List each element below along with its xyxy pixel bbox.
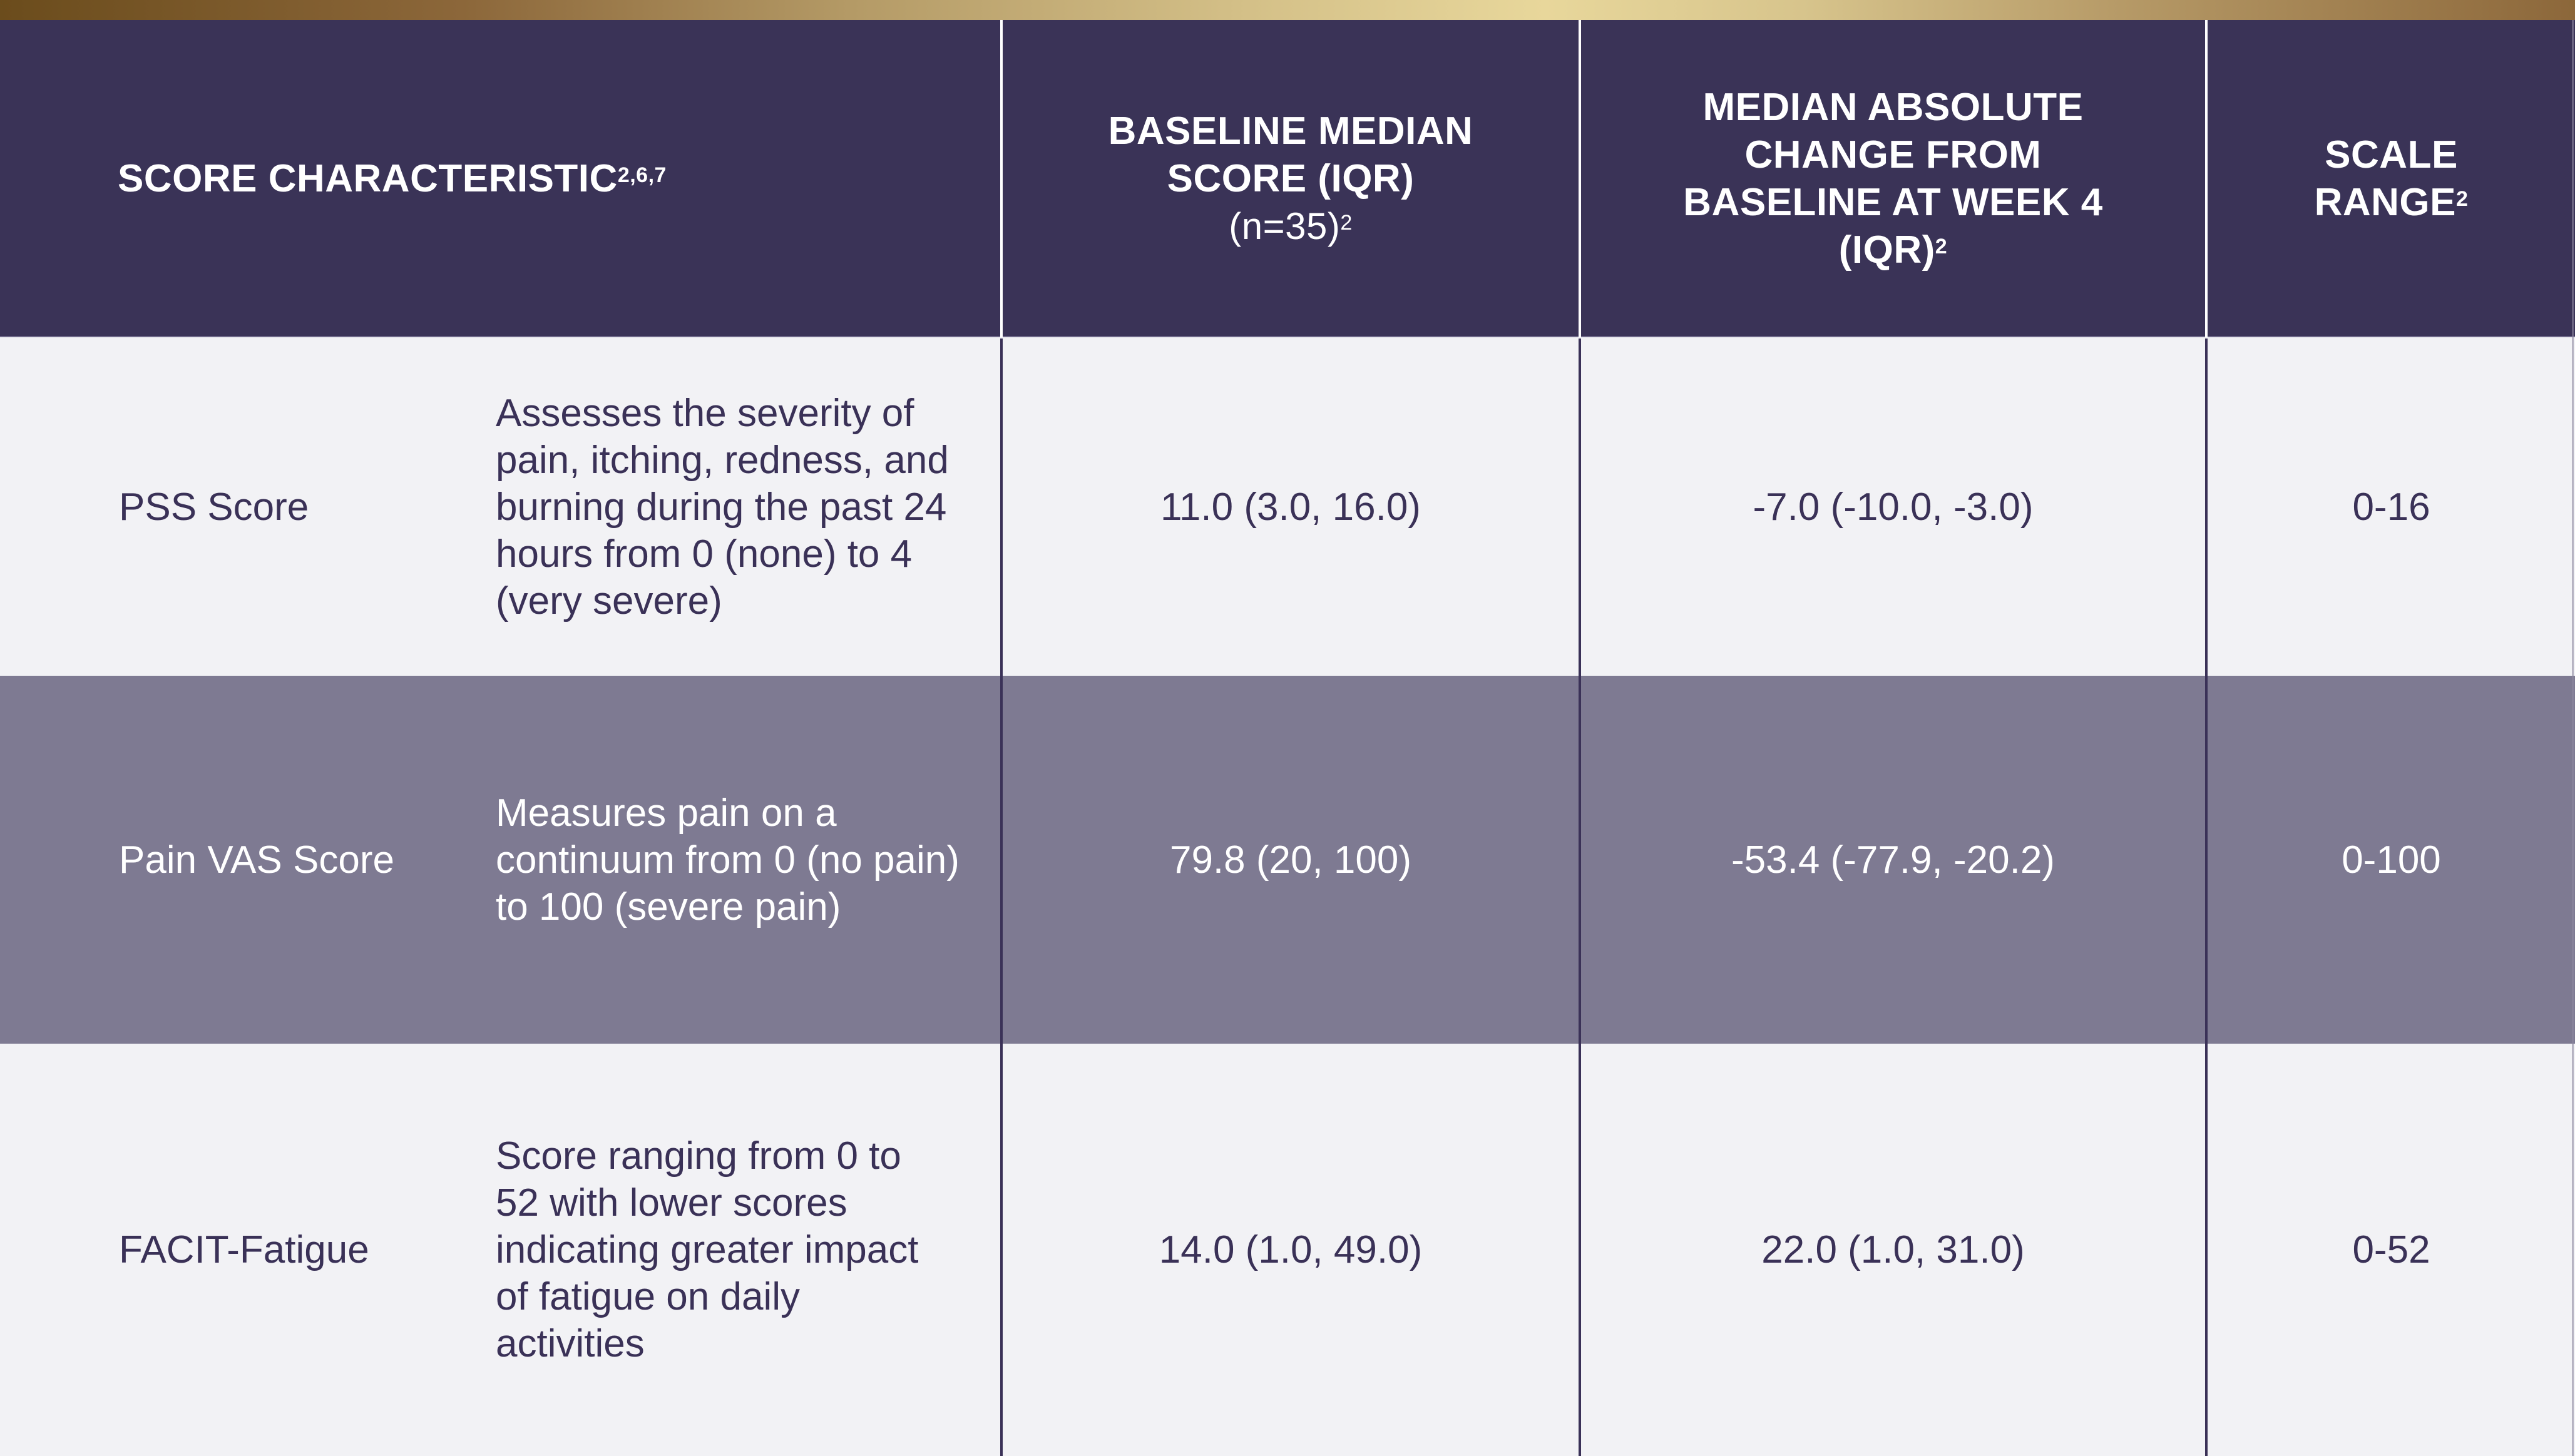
table-row: PSS Score Assesses the severity of pain,… bbox=[0, 339, 2575, 676]
scale-range-value: 0-100 bbox=[2342, 838, 2441, 882]
table-row: FACIT-Fatigue Score ranging from 0 to 52… bbox=[0, 1044, 2575, 1456]
baseline-median-value: 11.0 (3.0, 16.0) bbox=[1160, 486, 1421, 529]
column-divider bbox=[1579, 20, 1581, 337]
score-name: FACIT-Fatigue bbox=[119, 1228, 369, 1271]
score-description: Score ranging from 0 to 52 with lower sc… bbox=[496, 1134, 919, 1365]
table-header: SCORE CHARACTERISTIC2,6,7 BASELINE MEDIA… bbox=[0, 20, 2575, 337]
header-label: RANGE bbox=[2314, 180, 2456, 224]
column-divider bbox=[1579, 339, 1581, 1456]
header-label: (IQR) bbox=[1838, 228, 1935, 272]
header-median-change: MEDIAN ABSOLUTE CHANGE FROM BASELINE AT … bbox=[1581, 20, 2205, 337]
right-edge-line bbox=[2572, 20, 2574, 1456]
header-score-characteristic: SCORE CHARACTERISTIC2,6,7 bbox=[118, 20, 994, 337]
header-label: MEDIAN ABSOLUTE bbox=[1702, 85, 2084, 129]
column-divider bbox=[2205, 339, 2208, 1456]
scale-range-value: 0-16 bbox=[2352, 486, 2430, 529]
baseline-median-value: 79.8 (20, 100) bbox=[1169, 838, 1412, 882]
score-name: Pain VAS Score bbox=[119, 838, 394, 882]
scale-range-value: 0-52 bbox=[2352, 1228, 2430, 1271]
median-change-value: 22.0 (1.0, 31.0) bbox=[1761, 1228, 2025, 1271]
score-characteristics-table: SCORE CHARACTERISTIC2,6,7 BASELINE MEDIA… bbox=[0, 20, 2575, 1456]
footnote-ref: 2 bbox=[2455, 186, 2469, 211]
table-row: Pain VAS Score Measures pain on a contin… bbox=[0, 676, 2575, 1044]
median-change-value: -53.4 (-77.9, -20.2) bbox=[1731, 838, 2055, 882]
footnote-ref: 2,6,7 bbox=[617, 163, 667, 187]
column-divider bbox=[2205, 20, 2208, 337]
baseline-median-value: 14.0 (1.0, 49.0) bbox=[1159, 1228, 1423, 1271]
gold-accent-bar bbox=[0, 0, 2575, 20]
score-description: Measures pain on a continuum from 0 (no … bbox=[496, 791, 960, 929]
header-label: SCORE (IQR) bbox=[1167, 156, 1415, 200]
header-label: BASELINE AT WEEK 4 bbox=[1683, 180, 2103, 224]
footnote-ref: 2 bbox=[1340, 210, 1353, 235]
header-n-count: (n=35) bbox=[1229, 205, 1341, 247]
header-label: CHANGE FROM bbox=[1744, 133, 2042, 176]
header-label: SCORE CHARACTERISTIC bbox=[118, 156, 618, 200]
median-change-value: -7.0 (-10.0, -3.0) bbox=[1753, 486, 2034, 529]
score-description: Assesses the severity of pain, itching, … bbox=[496, 392, 949, 623]
column-divider bbox=[1000, 20, 1003, 337]
header-scale-range: SCALE RANGE2 bbox=[2208, 20, 2575, 337]
header-label: BASELINE MEDIAN bbox=[1108, 109, 1473, 153]
score-name: PSS Score bbox=[119, 486, 309, 529]
header-label: SCALE bbox=[2325, 133, 2458, 176]
footnote-ref: 2 bbox=[1935, 234, 1948, 258]
column-divider bbox=[1000, 339, 1003, 1456]
header-baseline-median: BASELINE MEDIAN SCORE (IQR) (n=35)2 bbox=[1003, 20, 1579, 337]
